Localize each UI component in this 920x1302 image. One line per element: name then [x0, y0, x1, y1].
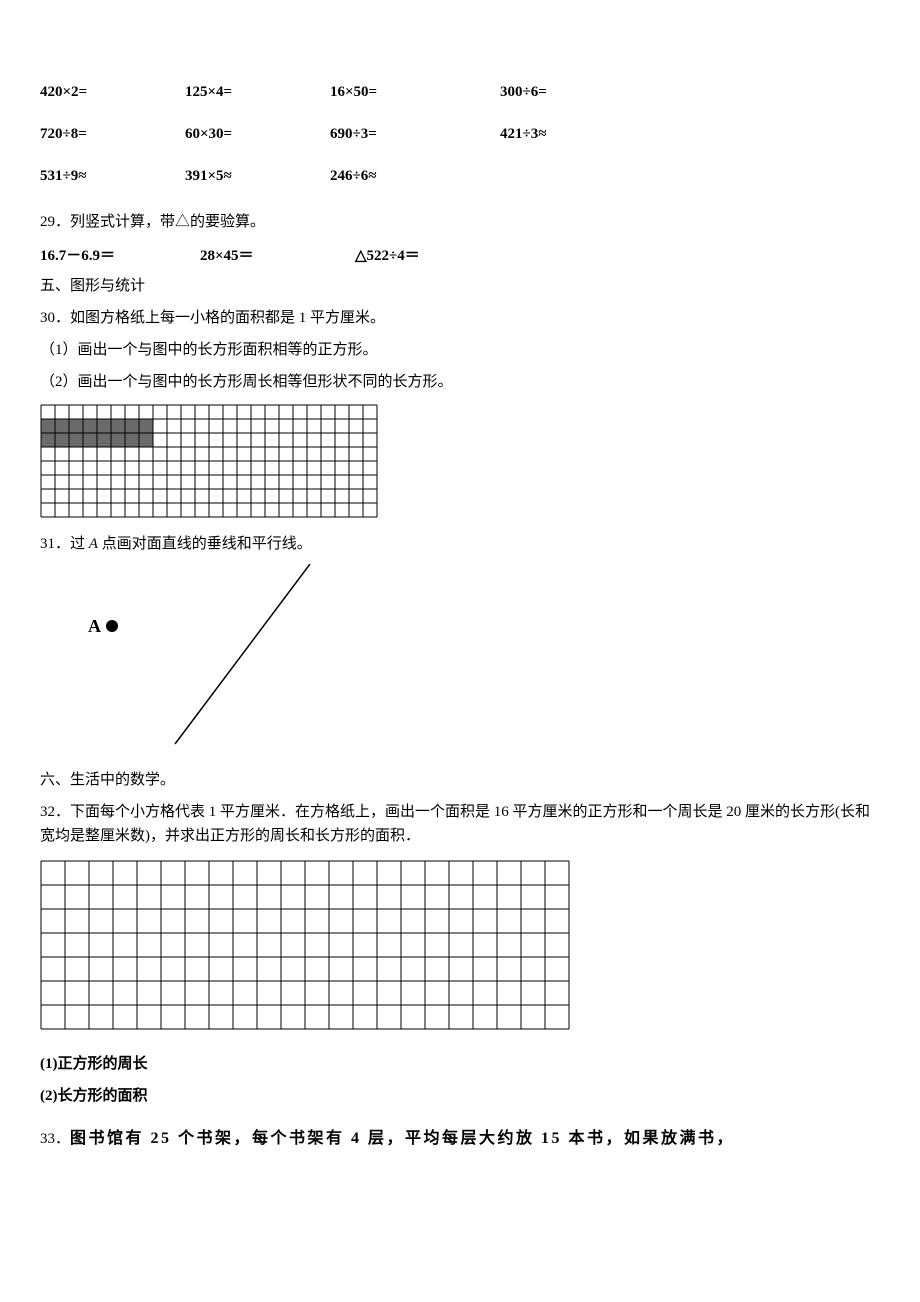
q32-sub2: (2)长方形的面积 [40, 1084, 880, 1108]
q32-sub1: (1)正方形的周长 [40, 1052, 880, 1076]
q30-sub2: （2）画出一个与图中的长方形周长相等但形状不同的长方形。 [40, 370, 880, 394]
q29-item-a: 16.7－6.9＝ [40, 244, 200, 268]
q30-grid-svg [40, 404, 378, 518]
arith-row-2: 720÷8= 60×30= 690÷3= 421÷3≈ [40, 122, 880, 146]
arith-cell: 420×2= [40, 80, 185, 104]
section-6-title: 六、生活中的数学。 [40, 768, 880, 792]
arith-cell: 391×5≈ [185, 164, 330, 188]
q29-item-c: △522÷4＝ [355, 244, 505, 268]
q30-grid [40, 404, 880, 518]
q33-num: 33． [40, 1131, 70, 1147]
arith-cell: 125×4= [185, 80, 330, 104]
q33-line: 33．图书馆有 25 个书架，每个书架有 4 层，平均每层大约放 15 本书，如… [40, 1126, 880, 1152]
arith-cell: 531÷9≈ [40, 164, 185, 188]
q31-figure: A [40, 564, 880, 762]
q29-item-b: 28×45＝ [200, 244, 355, 268]
arith-row-3: 531÷9≈ 391×5≈ 246÷6≈ [40, 164, 880, 188]
q30-sub1: （1）画出一个与图中的长方形面积相等的正方形。 [40, 338, 880, 362]
arith-cell: 60×30= [185, 122, 330, 146]
q31-svg: A [40, 564, 340, 754]
q33-text: 图书馆有 25 个书架，每个书架有 4 层，平均每层大约放 15 本书，如果放满… [70, 1130, 735, 1147]
svg-text:A: A [88, 616, 101, 636]
arith-cell: 300÷6= [500, 80, 645, 104]
arith-cell: 16×50= [330, 80, 500, 104]
q32-title: 32．下面每个小方格代表 1 平方厘米．在方格纸上，画出一个面积是 16 平方厘… [40, 800, 880, 848]
arith-cell: 246÷6≈ [330, 164, 500, 188]
q29-title: 29．列竖式计算，带△的要验算。 [40, 210, 880, 234]
arith-cell [500, 164, 645, 188]
q31-title: 31．过 A 点画对面直线的垂线和平行线。 [40, 532, 880, 556]
arith-row-1: 420×2= 125×4= 16×50= 300÷6= [40, 80, 880, 104]
q31-suffix: 点画对面直线的垂线和平行线。 [98, 536, 312, 552]
q31-A: A [89, 536, 98, 552]
q32-grid-svg [40, 860, 570, 1030]
q30-title: 30．如图方格纸上每一小格的面积都是 1 平方厘米。 [40, 306, 880, 330]
q32-grid [40, 860, 880, 1038]
arith-cell: 690÷3= [330, 122, 500, 146]
q29-items: 16.7－6.9＝ 28×45＝ △522÷4＝ [40, 244, 880, 268]
arith-cell: 720÷8= [40, 122, 185, 146]
q31-prefix: 31．过 [40, 536, 89, 552]
arith-cell: 421÷3≈ [500, 122, 645, 146]
section-5-title: 五、图形与统计 [40, 274, 880, 298]
